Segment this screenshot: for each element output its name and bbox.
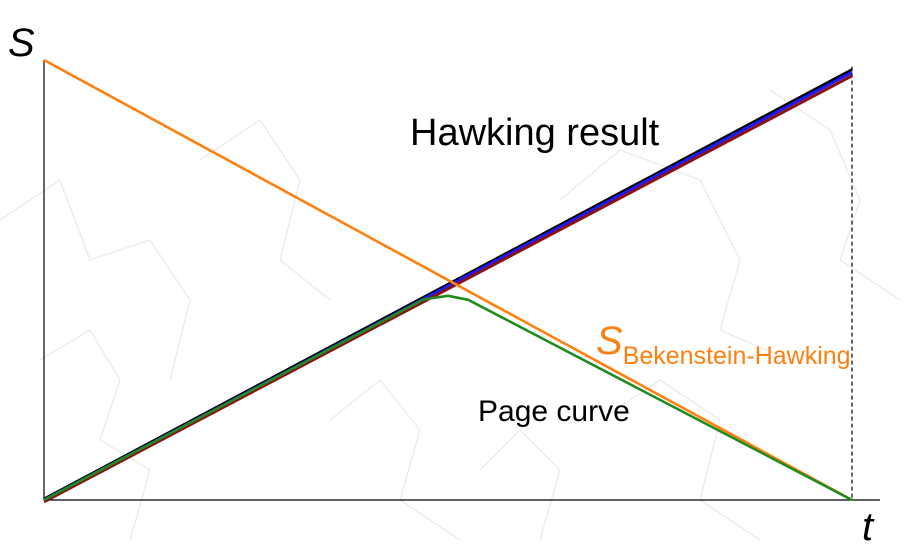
bekenstein-hawking-subscript: Bekenstein-Hawking (623, 342, 851, 370)
x-axis-label: t (862, 505, 875, 549)
bekenstein-hawking-symbol: S (596, 319, 623, 363)
page-curve-line (43, 294, 853, 502)
bekenstein-hawking-line (43, 58, 853, 502)
hawking-result-label: Hawking result (410, 112, 660, 154)
bekenstein-hawking-label: SBekenstein-Hawking (596, 319, 851, 370)
y-axis-label: S (8, 21, 35, 65)
background-texture (0, 89, 901, 541)
series-layer (43, 58, 853, 504)
page-curve-label: Page curve (478, 395, 630, 428)
hawking-line-red (43, 74, 853, 504)
